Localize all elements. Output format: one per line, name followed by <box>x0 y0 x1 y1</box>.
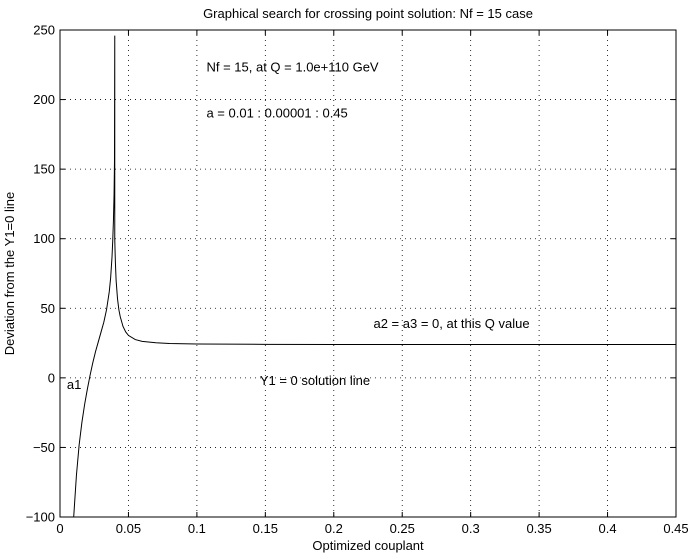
x-tick-label: 0.35 <box>526 521 551 536</box>
y-tick-label: 0 <box>48 370 55 385</box>
annotations: Nf = 15, at Q = 1.0e+110 GeV a = 0.01 : 0… <box>67 60 530 392</box>
x-tick-labels: 0 0.05 0.1 0.15 0.2 0.25 0.3 0.35 0.4 0.45 <box>56 521 688 536</box>
annotation-text: Y1 = 0 solution line <box>260 373 370 388</box>
x-tick-label: 0.15 <box>253 521 278 536</box>
y-axis-label: Deviation from the Y1=0 line <box>2 192 17 355</box>
y-tick-labels: −100 −50 0 50 100 150 200 250 <box>26 23 55 525</box>
y-tick-label: −50 <box>33 440 55 455</box>
series-line <box>73 35 676 518</box>
y-tick-label: 100 <box>33 231 55 246</box>
annotation-text: a2 = a3 = 0, at this Q value <box>373 316 529 331</box>
x-tick-label: 0.45 <box>663 521 688 536</box>
x-tick-label: 0.1 <box>188 521 206 536</box>
grid-lines <box>60 30 676 517</box>
chart-title: Graphical search for crossing point solu… <box>203 6 533 21</box>
y-tick-label: 200 <box>33 92 55 107</box>
x-tick-label: 0.3 <box>462 521 480 536</box>
y-tick-label: 250 <box>33 23 55 38</box>
x-tick-label: 0.4 <box>599 521 617 536</box>
annotation-text: Nf = 15, at Q = 1.0e+110 GeV <box>206 60 378 75</box>
annotation-text: a1 <box>67 377 81 392</box>
x-tick-label: 0 <box>56 521 63 536</box>
y-tick-label: 150 <box>33 162 55 177</box>
x-tick-label: 0.2 <box>325 521 343 536</box>
x-axis-label: Optimized couplant <box>312 538 424 553</box>
x-tick-label: 0.05 <box>116 521 141 536</box>
annotation-text: a = 0.01 : 0.00001 : 0.45 <box>206 106 347 121</box>
plot-frame <box>59 29 677 518</box>
x-tick-label: 0.25 <box>390 521 415 536</box>
y-tick-label: −100 <box>26 510 55 525</box>
axis-ticks <box>59 29 677 518</box>
y-tick-label: 50 <box>41 301 55 316</box>
